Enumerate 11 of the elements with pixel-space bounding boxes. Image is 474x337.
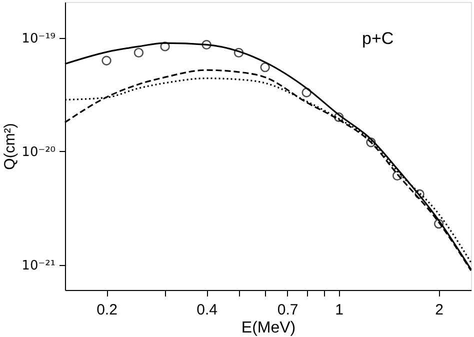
- x-axis-title: E(MeV): [241, 320, 296, 336]
- x-tick-label: 0.7: [277, 302, 298, 318]
- x-tick-label: 2: [435, 302, 444, 318]
- y-tick-label: 10⁻²⁰: [22, 144, 56, 160]
- x-tick-label: 0.2: [96, 302, 118, 318]
- y-tick-label: 10⁻²¹: [22, 258, 56, 274]
- y-tick-label: 10⁻¹⁹: [22, 31, 56, 46]
- x-tick-label: 1: [335, 302, 344, 318]
- x-tick-label: 0.4: [196, 302, 218, 318]
- y-axis-title: Q(cm²): [2, 123, 19, 170]
- annotation: p+C: [362, 29, 394, 48]
